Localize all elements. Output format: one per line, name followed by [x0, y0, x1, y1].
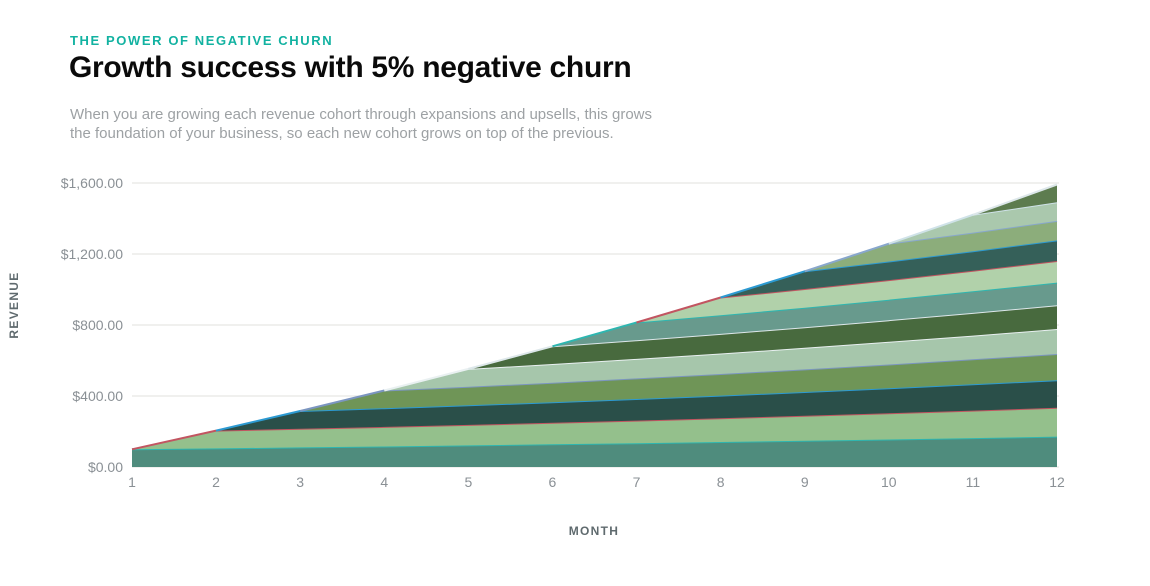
- x-axis-title: MONTH: [568, 524, 620, 538]
- subtitle-line-2: the foundation of your business, so each…: [70, 125, 614, 142]
- area-series-cohort-6: [468, 305, 1057, 369]
- y-axis-tick-label: $400.00: [72, 388, 123, 404]
- area-series-cohort-2: [132, 407, 1057, 450]
- x-axis-tick-label: 4: [380, 474, 389, 490]
- y-axis-tick-label: $800.00: [72, 317, 123, 333]
- line-series-cohort-11: [888, 201, 1058, 245]
- y-axis-tick-label: $1,200.00: [60, 246, 123, 262]
- area-series-cohort-11: [888, 202, 1057, 244]
- subtitle-line-1: When you are growing each revenue cohort…: [70, 106, 653, 123]
- line-series-cohort-12: [972, 183, 1058, 216]
- x-axis-tick-label: 1: [128, 474, 136, 490]
- area-series-cohort-1: [132, 436, 1057, 467]
- area-series-cohort-3: [216, 380, 1058, 431]
- chart-canvas: [131, 182, 1059, 468]
- area-series-cohort-7: [552, 282, 1057, 347]
- x-axis-tick-label: 5: [464, 474, 473, 490]
- x-axis-tick-label: 6: [548, 474, 557, 490]
- area-series-cohort-5: [384, 329, 1057, 391]
- x-axis-tick-label: 2: [212, 474, 220, 490]
- stacked-area-chart: $0.00 $400.00 $800.00 $1,200.00 $1,600.00 1 2 3…: [0, 160, 1150, 586]
- y-axis-title: REVENUE: [7, 271, 21, 339]
- y-axis-tick-label: $1,600.00: [60, 175, 123, 191]
- area-series-cohort-4: [300, 354, 1057, 411]
- y-axis-tick-label: $0.00: [87, 459, 123, 475]
- x-axis-tick-label: 7: [632, 474, 641, 490]
- eyebrow-label: THE POWER OF NEGATIVE CHURN: [70, 33, 334, 48]
- x-axis-tick-label: 10: [881, 474, 897, 490]
- area-series-cohort-10: [804, 220, 1057, 272]
- x-axis-tick-label: 11: [965, 474, 981, 490]
- x-axis-title-wrap: MONTH: [569, 522, 620, 540]
- y-axis-title-wrap: REVENUE: [5, 245, 21, 365]
- page-title: Growth success with 5% negative churn: [69, 51, 632, 84]
- x-axis-tick-label: 3: [296, 474, 305, 490]
- area-series-cohort-8: [636, 261, 1057, 323]
- x-axis-tick-label: 12: [1049, 474, 1065, 490]
- x-axis-tick-label: 8: [716, 474, 725, 490]
- subtitle: When you are growing each revenue cohort…: [70, 105, 652, 143]
- x-axis-tick-label: 9: [800, 474, 809, 490]
- area-series-cohort-9: [720, 240, 1057, 298]
- line-series-cohort-8: [636, 260, 1058, 324]
